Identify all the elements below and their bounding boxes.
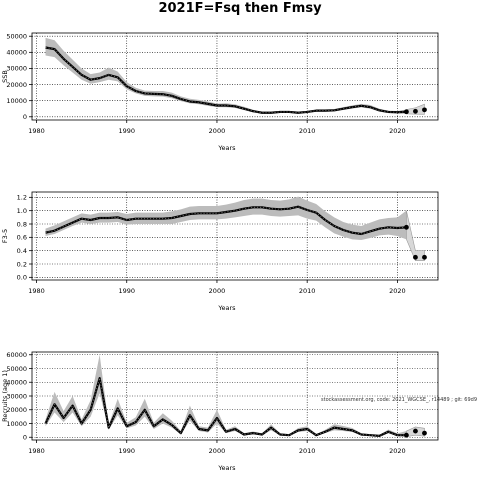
recruits-ytick-label: 20000: [6, 406, 27, 414]
f-xtick-label: 1990: [118, 287, 135, 295]
ssb-axes-frame: [31, 32, 439, 121]
f-ytick-label: 0.0: [17, 274, 27, 282]
f-forecast-point-2023: [422, 254, 427, 260]
ssb-forecast-point-2021: [404, 109, 409, 115]
recruits-xtick-label: 2000: [209, 447, 226, 455]
ssb-xtick-label: 1980: [28, 127, 45, 135]
f-xaxis-label: Years: [217, 304, 236, 312]
ssb-ytick-label: 0: [23, 113, 27, 121]
fishing-mortality-panel: 1980 1990 2000 2010 2020 0.0 0.2 0.4 0.6 0.8 1.0 1.…: [1, 191, 439, 312]
ssb-xaxis-label: Years: [217, 144, 236, 152]
f-xtick-label: 2010: [299, 287, 316, 295]
ssb-xtick-label: 1990: [118, 127, 135, 135]
f-ytick-label: 0.4: [17, 247, 27, 255]
f-ytick-label: 1.0: [17, 207, 27, 215]
recruits-xtick-label: 2010: [299, 447, 316, 455]
ssb-ytick-label: 50000: [6, 33, 27, 41]
watermark-text: stockassessment.org, code: 2021_WGCSE_, …: [321, 397, 477, 403]
recruits-xaxis-label: Years: [217, 464, 236, 472]
recruits-xtick-label: 1990: [118, 447, 135, 455]
ssb-panel: 1980 1990 2000 2010 2020 0 10000 20000 30000 4000…: [1, 32, 439, 152]
f-forecast-point-2021: [404, 224, 409, 230]
recruits-xtick-label: 2020: [389, 447, 406, 455]
f-ytick-label: 0.6: [17, 234, 27, 242]
recruits-xtick-label: 1980: [28, 447, 45, 455]
recruits-ytick-label: 40000: [6, 379, 27, 387]
ssb-ytick-label: 20000: [6, 81, 27, 89]
ssb-forecast-point-2023: [422, 107, 427, 113]
figure-title: 2021F=Fsq then Fmsy: [158, 1, 322, 16]
recruits-forecast-point-2022: [413, 428, 418, 434]
f-ytick-label: 0.8: [17, 220, 27, 228]
f-ytick-label: 0.2: [17, 260, 27, 268]
ssb-estimate-dotted: [45, 47, 407, 114]
recruits-ytick-label: 60000: [6, 351, 27, 359]
f-axes-frame: [31, 191, 439, 281]
recruits-ytick-label: 30000: [6, 392, 27, 400]
ssb-ytick-label: 30000: [6, 65, 27, 73]
f-yaxis-label: F3-5: [1, 229, 9, 243]
ssb-xtick-label: 2020: [389, 127, 406, 135]
ssb-ytick-label: 10000: [6, 97, 27, 105]
ssb-ytick-label: 40000: [6, 49, 27, 57]
recruits-forecast-point-2023: [422, 430, 427, 436]
recruits-ytick-label: 50000: [6, 365, 27, 373]
recruits-yaxis-label: Recruits (age 1): [1, 370, 9, 422]
f-ytick-label: 1.2: [17, 194, 27, 202]
f-xtick-label: 2020: [389, 287, 406, 295]
f-xtick-label: 2000: [209, 287, 226, 295]
ssb-xtick-label: 2010: [299, 127, 316, 135]
recruits-ytick-label: 10000: [6, 420, 27, 428]
ssb-xtick-label: 2000: [209, 127, 226, 135]
f-xtick-label: 1980: [28, 287, 45, 295]
ssb-forecast-point-2022: [413, 108, 418, 114]
ssb-yaxis-label: SSB: [1, 70, 9, 83]
recruits-forecast-point-2021: [404, 432, 409, 438]
f-forecast-band: [406, 210, 425, 261]
f-forecast-point-2022: [413, 254, 418, 260]
f-estimate-dotted: [45, 206, 407, 235]
recruitment-panel: 1980 1990 2000 2010 2020 0 10000 20000 30000 4000…: [1, 351, 439, 472]
recruits-ytick-label: 0: [23, 434, 27, 442]
ssb-confidence-band: [45, 37, 407, 114]
f-confidence-band: [45, 196, 407, 240]
recruits-estimate-dotted: [45, 378, 407, 437]
